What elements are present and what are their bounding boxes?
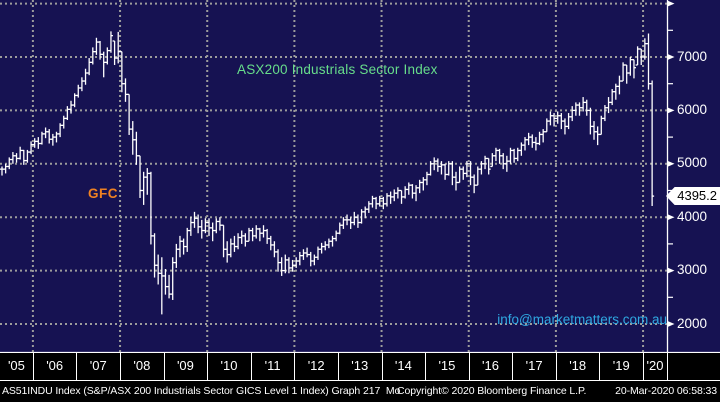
x-axis-year-label: '10 <box>220 358 238 373</box>
x-axis-year-label: '09 <box>176 358 194 373</box>
timestamp: 20-Mar-2020 06:58:33 <box>615 385 717 397</box>
y-axis-label: 2000 <box>677 315 708 331</box>
security-description: AS51INDU Index (S&P/ASX 200 Industrials … <box>2 385 401 397</box>
x-axis-year-label: '20 <box>646 358 664 373</box>
x-axis-year-label: '13 <box>351 358 369 373</box>
y-axis-label: 5000 <box>677 155 708 171</box>
status-bar: AS51INDU Index (S&P/ASX 200 Industrials … <box>0 381 720 402</box>
x-axis-year-label: '05 <box>7 358 25 373</box>
x-axis-year-label: '14 <box>394 358 412 373</box>
x-axis-separator <box>599 353 601 380</box>
x-axis-year-label: '06 <box>46 358 64 373</box>
x-axis-year-label: '15 <box>438 358 456 373</box>
y-axis-label: 6000 <box>677 101 708 117</box>
x-axis-separator <box>294 353 296 380</box>
y-axis-label: 4000 <box>677 208 708 224</box>
x-axis-separator <box>381 353 383 380</box>
x-axis-separator <box>468 353 470 380</box>
copyright-notice: Copyright© 2020 Bloomberg Finance L.P. <box>397 385 587 397</box>
x-axis-separator <box>643 353 645 380</box>
x-axis-year-label: '16 <box>482 358 499 373</box>
x-axis-separator <box>512 353 514 380</box>
x-axis-separator <box>337 353 339 380</box>
x-axis-separator <box>667 353 668 380</box>
x-axis-separator <box>555 353 557 380</box>
y-axis: 7000 6000 5000 4000 3000 2000 <box>677 48 708 331</box>
x-axis-separator <box>207 353 209 380</box>
x-axis-year-label: '07 <box>89 358 107 373</box>
x-axis-separator <box>76 353 78 380</box>
last-price-tag: 4395.2 <box>666 187 720 205</box>
x-axis-separator <box>120 353 122 380</box>
price-chart-plot[interactable] <box>0 0 720 381</box>
x-axis-year-label: '17 <box>525 358 543 373</box>
x-axis-separator <box>425 353 427 380</box>
x-axis-year-label: '18 <box>569 358 587 373</box>
y-axis-label: 7000 <box>677 48 708 64</box>
x-axis-year-label: '08 <box>133 358 151 373</box>
x-axis-year-label: '11 <box>264 358 281 373</box>
x-axis-year-label: '12 <box>307 358 325 373</box>
x-axis-year-label: '19 <box>612 358 630 373</box>
watermark-email: info@marketmatters.com.au <box>497 312 667 327</box>
x-axis-year-strip: '05 '06 '07 '08 '09 '10 '11 '12 '13 '14 '15 '16 '17 '… <box>0 353 720 381</box>
gfc-annotation: GFC <box>88 186 118 201</box>
y-axis-label: 3000 <box>677 262 708 278</box>
chart-title: ASX200 Industrials Sector Index <box>237 62 438 77</box>
x-axis-separator <box>250 353 252 380</box>
x-axis-separator <box>32 353 34 380</box>
x-axis-separator <box>163 353 165 380</box>
